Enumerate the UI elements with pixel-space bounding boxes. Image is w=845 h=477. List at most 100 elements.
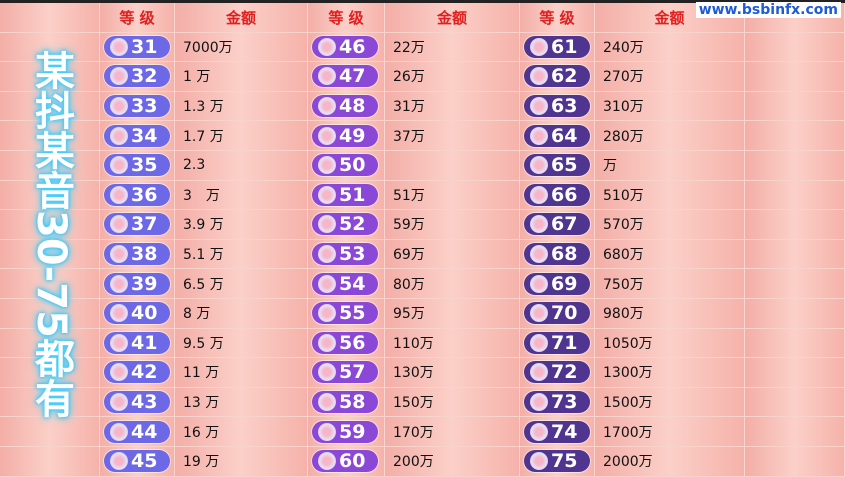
level-badge: 60 <box>312 450 378 473</box>
level-number: 70 <box>551 302 578 325</box>
level-number: 42 <box>131 361 158 384</box>
gem-icon <box>318 245 336 264</box>
level-number: 67 <box>551 213 578 236</box>
blank-cell <box>0 62 100 91</box>
gem-icon <box>110 97 128 116</box>
gem-icon <box>110 393 128 412</box>
table-row: 34 1.7 万 49 37万 64 280万 <box>0 121 845 151</box>
blank-cell <box>0 3 100 32</box>
amount-cell: 1.3 万 <box>175 91 308 121</box>
gem-icon <box>110 126 128 145</box>
table-header: 等 级 金额 等 级 金额 等 级 金额 <box>0 3 845 33</box>
level-number: 74 <box>551 420 578 443</box>
level-cell: 33 <box>100 91 175 121</box>
table-row: 36 3 万 51 51万 66 510万 <box>0 180 845 211</box>
amount-cell: 3.9 万 <box>175 210 308 239</box>
gem-icon <box>318 363 336 382</box>
level-number: 46 <box>339 35 366 58</box>
gem-icon <box>318 67 336 86</box>
level-cell: 54 <box>308 269 385 298</box>
blank-cell <box>0 91 100 121</box>
level-cell: 73 <box>520 387 595 417</box>
level-cell: 49 <box>308 121 385 150</box>
level-cell: 69 <box>520 269 595 298</box>
level-cell: 64 <box>520 121 595 150</box>
level-number: 40 <box>131 302 158 325</box>
amount-cell: 2000万 <box>595 446 745 476</box>
top-bar <box>0 0 845 3</box>
level-badge: 36 <box>104 183 170 206</box>
level-cell: 50 <box>308 150 385 180</box>
gem-icon <box>110 156 128 175</box>
gem-icon <box>318 304 336 323</box>
level-badge: 56 <box>312 331 378 354</box>
level-cell: 35 <box>100 150 175 180</box>
amount-cell: 240万 <box>595 32 745 62</box>
amount-cell: 31万 <box>385 91 520 121</box>
blank-cell <box>0 358 100 387</box>
header-level: 等 级 <box>100 3 175 32</box>
amount-cell: 200万 <box>385 446 520 476</box>
blank-cell <box>0 180 100 210</box>
level-cell: 61 <box>520 32 595 62</box>
level-cell: 74 <box>520 417 595 446</box>
gem-icon <box>110 245 128 264</box>
amount-cell: 280万 <box>595 121 745 150</box>
level-badge: 48 <box>312 95 378 118</box>
level-cell: 40 <box>100 298 175 328</box>
level-badge: 39 <box>104 272 170 295</box>
gem-icon <box>530 126 548 145</box>
level-badge: 46 <box>312 35 378 58</box>
gem-icon <box>318 333 336 352</box>
table-row: 44 16 万 59 170万 74 1700万 <box>0 417 845 447</box>
level-cell: 34 <box>100 121 175 150</box>
level-cell: 68 <box>520 239 595 269</box>
gem-icon <box>318 452 336 471</box>
amount-cell: 37万 <box>385 121 520 150</box>
level-badge: 53 <box>312 243 378 266</box>
table-row: 35 2.3 50 65 万 <box>0 150 845 181</box>
level-badge: 72 <box>524 361 590 384</box>
level-badge: 73 <box>524 391 590 414</box>
amount-cell: 19 万 <box>175 446 308 476</box>
gem-icon <box>110 215 128 234</box>
level-cell: 62 <box>520 62 595 91</box>
gem-icon <box>530 274 548 293</box>
level-number: 54 <box>339 272 366 295</box>
amount-cell: 270万 <box>595 62 745 91</box>
amount-cell: 510万 <box>595 180 745 210</box>
level-cell: 56 <box>308 328 385 358</box>
level-number: 72 <box>551 361 578 384</box>
amount-cell: 570万 <box>595 210 745 239</box>
amount-cell: 750万 <box>595 269 745 298</box>
table-row: 41 9.5 万 56 110万 71 1050万 <box>0 328 845 359</box>
blank-cell <box>745 210 845 239</box>
amount-cell <box>385 150 520 180</box>
gem-icon <box>110 422 128 441</box>
gem-icon <box>530 97 548 116</box>
blank-cell <box>0 298 100 328</box>
blank-cell <box>745 269 845 298</box>
amount-cell: 130万 <box>385 358 520 387</box>
amount-cell: 22万 <box>385 32 520 62</box>
table-row: 43 13 万 58 150万 73 1500万 <box>0 387 845 418</box>
level-badge: 63 <box>524 95 590 118</box>
level-badge: 65 <box>524 154 590 177</box>
amount-cell: 95万 <box>385 298 520 328</box>
gem-icon <box>530 185 548 204</box>
level-number: 61 <box>551 35 578 58</box>
level-number: 35 <box>131 154 158 177</box>
level-number: 36 <box>131 183 158 206</box>
level-badge: 64 <box>524 124 590 147</box>
level-cell: 41 <box>100 328 175 358</box>
level-badge: 51 <box>312 183 378 206</box>
level-badge: 57 <box>312 361 378 384</box>
amount-cell: 3 万 <box>175 180 308 210</box>
level-badge: 40 <box>104 302 170 325</box>
overlay-caption: 某抖某音30-75都有 <box>28 50 74 418</box>
level-badge: 49 <box>312 124 378 147</box>
blank-cell <box>745 150 845 180</box>
amount-cell: 1050万 <box>595 328 745 358</box>
header-amount: 金额 <box>385 3 520 32</box>
level-badge: 55 <box>312 302 378 325</box>
